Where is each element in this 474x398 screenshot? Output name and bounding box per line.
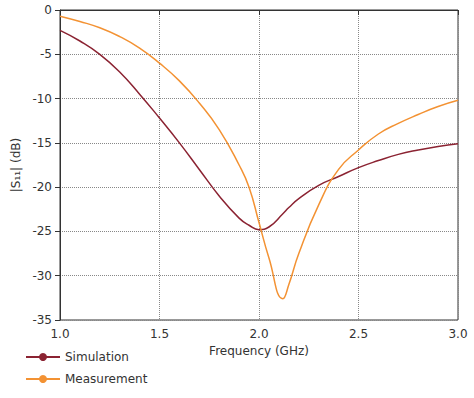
- svg-text:|S₁₁| (dB): |S₁₁| (dB): [9, 138, 23, 192]
- svg-text:-25: -25: [32, 224, 52, 238]
- svg-text:-15: -15: [32, 136, 52, 150]
- svg-text:-10: -10: [32, 92, 52, 106]
- svg-text:-5: -5: [40, 47, 52, 61]
- svg-text:-30: -30: [32, 269, 52, 283]
- svg-text:0: 0: [44, 3, 52, 17]
- svg-text:-35: -35: [32, 313, 52, 327]
- svg-text:Simulation: Simulation: [65, 350, 129, 364]
- svg-text:-20: -20: [32, 180, 52, 194]
- svg-text:2.0: 2.0: [249, 327, 268, 341]
- svg-text:2.5: 2.5: [349, 327, 368, 341]
- svg-text:Measurement: Measurement: [65, 372, 148, 386]
- svg-text:1.5: 1.5: [150, 327, 169, 341]
- svg-text:1.0: 1.0: [50, 327, 69, 341]
- svg-text:Frequency (GHz): Frequency (GHz): [209, 344, 309, 358]
- svg-text:3.0: 3.0: [448, 327, 467, 341]
